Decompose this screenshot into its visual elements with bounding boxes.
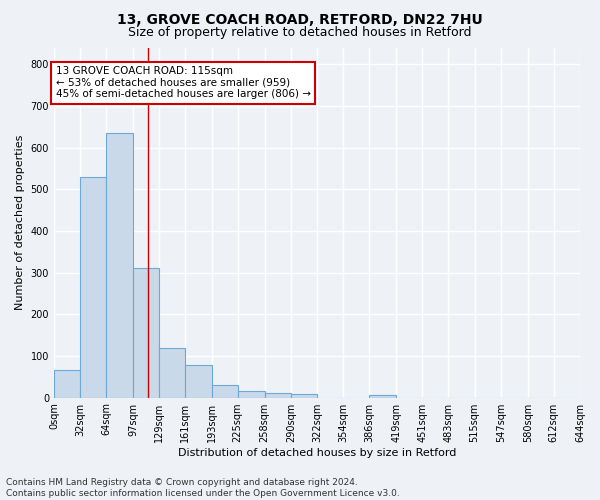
Bar xyxy=(265,394,291,398)
Bar xyxy=(54,370,80,398)
Text: 13 GROVE COACH ROAD: 115sqm
← 53% of detached houses are smaller (959)
45% of se: 13 GROVE COACH ROAD: 115sqm ← 53% of det… xyxy=(56,66,311,100)
Bar xyxy=(106,133,133,398)
Bar xyxy=(133,268,159,398)
Bar xyxy=(291,394,317,398)
Bar xyxy=(238,392,265,398)
Bar xyxy=(369,396,396,398)
Y-axis label: Number of detached properties: Number of detached properties xyxy=(15,135,25,310)
Text: Contains HM Land Registry data © Crown copyright and database right 2024.
Contai: Contains HM Land Registry data © Crown c… xyxy=(6,478,400,498)
X-axis label: Distribution of detached houses by size in Retford: Distribution of detached houses by size … xyxy=(178,448,456,458)
Text: Size of property relative to detached houses in Retford: Size of property relative to detached ho… xyxy=(128,26,472,39)
Bar xyxy=(159,348,185,398)
Bar xyxy=(212,385,238,398)
Bar xyxy=(80,176,106,398)
Text: 13, GROVE COACH ROAD, RETFORD, DN22 7HU: 13, GROVE COACH ROAD, RETFORD, DN22 7HU xyxy=(117,12,483,26)
Bar xyxy=(185,365,212,398)
